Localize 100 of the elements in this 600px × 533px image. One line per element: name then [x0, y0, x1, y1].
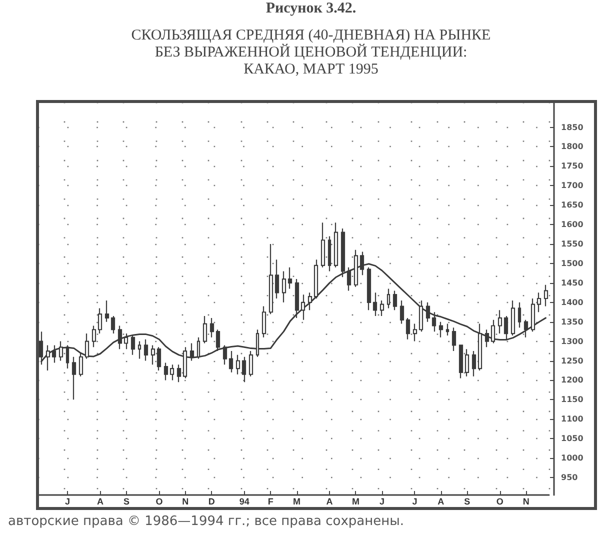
- candlestick: [98, 308, 102, 334]
- y-tick-label: 1250: [561, 356, 584, 366]
- x-tick-label: S: [123, 496, 130, 506]
- candlestick: [498, 310, 502, 334]
- candlestick: [210, 317, 214, 338]
- candlestick: [490, 319, 496, 344]
- candlestick: [288, 266, 292, 290]
- candlestick: [104, 300, 110, 322]
- candlestick: [328, 236, 332, 272]
- y-tick-label: 1800: [561, 142, 584, 152]
- candlestick: [464, 348, 470, 377]
- y-tick-label: 1150: [561, 395, 584, 404]
- candlestick: [524, 319, 528, 338]
- candlestick: [236, 354, 240, 375]
- candlestick: [150, 344, 156, 366]
- candlestick: [380, 300, 384, 317]
- candlestick: [458, 344, 464, 379]
- y-tick-label: 1400: [561, 298, 584, 307]
- candlestick: [170, 364, 174, 381]
- y-tick-label: 1850: [561, 122, 584, 132]
- x-tick-label: S: [464, 496, 470, 506]
- x-tick-label: M: [293, 496, 301, 506]
- x-tick-label: N: [522, 496, 530, 506]
- candlestick: [446, 323, 450, 336]
- y-tick-label: 1000: [561, 454, 584, 463]
- candlestick: [124, 332, 128, 350]
- candlestick: [392, 290, 398, 311]
- candlestick: [426, 302, 430, 322]
- candlestick: [274, 259, 280, 300]
- y-tick-label: 950: [561, 472, 578, 482]
- candlestick: [72, 356, 76, 400]
- candlestick: [216, 329, 220, 352]
- candlestick: [164, 362, 168, 381]
- x-tick-label: J: [412, 496, 418, 506]
- candlestick: [256, 329, 260, 358]
- y-tick-label: 1600: [561, 220, 584, 230]
- candlestick: [536, 292, 542, 313]
- candlestick: [268, 243, 274, 315]
- candlestick: [294, 278, 300, 319]
- candlestick: [438, 321, 444, 338]
- x-tick-label: F: [268, 496, 274, 506]
- candlestick: [138, 340, 142, 360]
- candlestick: [346, 266, 352, 292]
- candlestick: [262, 306, 266, 338]
- candlestick: [504, 315, 508, 340]
- y-tick-label: 1300: [561, 336, 584, 346]
- x-tick-label: 94: [239, 496, 250, 506]
- candlestick: [406, 317, 410, 340]
- candlestick: [412, 323, 418, 342]
- chart-subtitle: СКОЛЬЗЯЩАЯ СРЕДНЯЯ (40-ДНЕВНАЯ) НА РЫНКЕ БЕЗ ВЫРАЖЕННОЙ ЦЕНОВОЙ ТЕНДЕНЦИИ: КАКАО, МАРТ 1995: [131, 28, 491, 78]
- candlestick: [472, 350, 476, 377]
- x-tick-label: A: [438, 496, 445, 506]
- candlestick: [118, 325, 122, 350]
- candlestick: [282, 270, 286, 303]
- text: авторские права © 1986—1994 гг.; все права сохранены.: [8, 514, 404, 529]
- candlestick: [484, 329, 490, 348]
- candlestick: [196, 336, 200, 360]
- candlestick: [130, 334, 136, 356]
- candlestick: [176, 364, 182, 383]
- candlestick: [110, 315, 116, 334]
- y-tick-label: 1750: [561, 162, 584, 171]
- x-tick-label: J: [379, 496, 384, 506]
- y-tick-label: 1050: [561, 434, 584, 444]
- y-tick-label: 1700: [561, 181, 584, 190]
- candlestick: [308, 292, 312, 311]
- chart-title: Рисунок 3.42.: [266, 0, 356, 16]
- candlestick: [228, 350, 234, 373]
- x-tick-label: N: [182, 496, 189, 506]
- candlestick: [202, 315, 208, 344]
- x-tick-label: J: [64, 496, 70, 506]
- x-tick-label: D: [208, 496, 216, 506]
- candlestick: [418, 300, 424, 332]
- candlestick: [334, 222, 338, 268]
- candlestick: [510, 300, 516, 336]
- x-tick-label: M: [352, 496, 360, 506]
- candlestick: [248, 350, 254, 377]
- candlestick: [544, 284, 548, 307]
- candlestick: [144, 338, 148, 362]
- candlestick: [432, 312, 436, 332]
- candlestick: [156, 346, 162, 372]
- y-tick-label: 1100: [561, 414, 584, 424]
- y-tick-label: 1450: [561, 278, 584, 288]
- candlestick: [400, 300, 404, 324]
- x-tick-label: A: [96, 496, 104, 506]
- candlestick: [530, 298, 536, 332]
- y-tick-label: 1550: [561, 240, 584, 249]
- candlestick: [372, 292, 378, 317]
- y-tick-label: 1650: [561, 200, 584, 210]
- candlestick: [366, 266, 372, 311]
- x-tick-label: A: [326, 496, 334, 506]
- candlestick: [92, 325, 96, 348]
- candlestick: [320, 222, 326, 268]
- x-tick-label: O: [156, 496, 163, 506]
- candlestick: [386, 288, 390, 309]
- candlestick: [84, 332, 90, 360]
- candlestick: [300, 294, 306, 320]
- candlestick: [518, 302, 522, 328]
- candlestick: [242, 356, 246, 383]
- y-tick-label: 1500: [561, 258, 584, 268]
- x-tick-label: O: [496, 496, 504, 506]
